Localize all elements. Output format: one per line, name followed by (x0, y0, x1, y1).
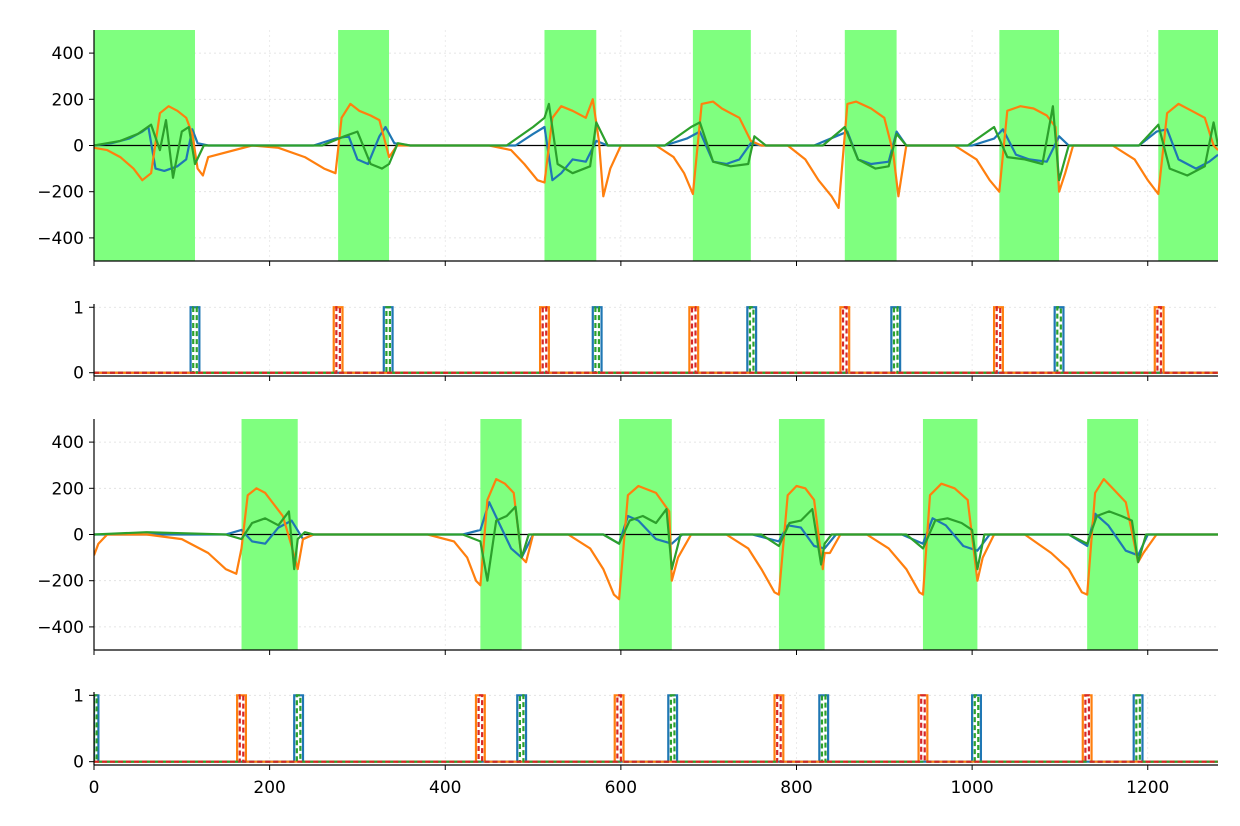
plot-area (94, 419, 1218, 650)
series-line-3 (94, 505, 1218, 582)
pulse-line-1 (94, 306, 1218, 374)
x-tick-label: 200 (253, 778, 285, 798)
y-tick-label: 400 (52, 44, 84, 64)
y-tick-label: 0 (73, 753, 84, 773)
x-tick-label: 600 (605, 778, 637, 798)
pulse-line-2 (94, 694, 1218, 763)
pulse-line-2 (94, 306, 1218, 374)
plot-area (94, 694, 1218, 763)
signals-1-panel: −400 −200 0 200 400 (37, 30, 1218, 266)
events-2-panel: 0 1 0 200 400 600 800 1000 1200 (73, 686, 1218, 798)
x-tick-label: 400 (429, 778, 461, 798)
y-tick-label: −400 (37, 618, 84, 638)
y-tick-label: 1 (73, 686, 84, 706)
plot-area (94, 30, 1218, 261)
pulse-line-3 (94, 306, 1218, 374)
pulse-line-4 (94, 694, 1218, 763)
grid (94, 692, 1218, 765)
x-tick-label: 1000 (950, 778, 993, 798)
plot-area (94, 306, 1218, 374)
y-tick-label: 0 (73, 526, 84, 546)
x-tick-label: 1200 (1126, 778, 1169, 798)
y-tick-label: −400 (37, 229, 84, 249)
x-tick-label: 0 (89, 778, 100, 798)
pulse-line-4 (94, 306, 1218, 374)
pulse-line-3 (94, 694, 1218, 763)
y-tick-label: 400 (52, 433, 84, 453)
series-line-2 (94, 478, 1218, 601)
events-1-panel: 01 (73, 298, 1218, 384)
series-line-3 (94, 102, 1218, 182)
y-tick-label: 200 (52, 479, 84, 499)
y-tick-label: −200 (37, 183, 84, 203)
y-tick-label: −200 (37, 572, 84, 592)
grid (94, 304, 1218, 376)
y-tick-label: 0 (73, 137, 84, 157)
y-tick-label: 0 (73, 364, 84, 384)
x-tick-label: 800 (780, 778, 812, 798)
y-tick-label: 1 (73, 298, 84, 318)
signals-2-panel: −400 −200 0 200 400 (37, 419, 1218, 655)
pulse-line-1 (94, 694, 1218, 763)
y-tick-label: 200 (52, 90, 84, 110)
